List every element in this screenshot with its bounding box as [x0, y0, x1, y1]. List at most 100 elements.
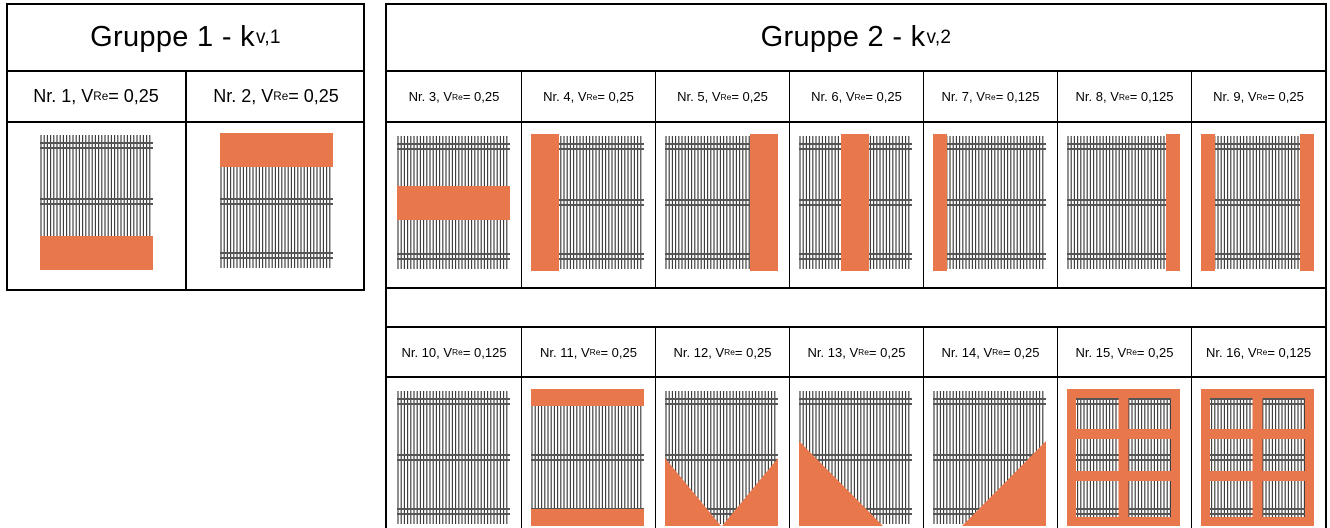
group-2-col-divider-1-row2	[521, 327, 522, 528]
cell-label-nr-12: Nr. 12, V Re = 0,25	[673, 344, 772, 360]
highlight-area	[531, 134, 559, 271]
grating-figure-nr-10	[397, 389, 510, 526]
group-2-row1-label-divider	[385, 121, 1327, 123]
group-2-title: Gruppe 2 - k v,2	[760, 21, 952, 53]
group-2-col-divider-4-row2	[923, 327, 924, 528]
cell-label-nr-14: Nr. 14, V Re = 0,25	[941, 344, 1040, 360]
group-2-title-divider	[385, 70, 1327, 72]
grating-bars	[531, 391, 642, 524]
grating-figure-nr-12	[665, 389, 778, 526]
grating-svg	[1201, 389, 1314, 526]
highlight-area	[1201, 471, 1314, 481]
grating-crossbars	[1067, 143, 1180, 260]
grating-figure-nr-13	[799, 389, 912, 526]
grating-figure-nr-2	[220, 133, 333, 270]
grating-svg	[220, 133, 333, 270]
highlight-area	[962, 441, 1046, 526]
grating-svg	[397, 389, 510, 526]
highlight-area	[1067, 471, 1180, 481]
grating-svg	[665, 389, 778, 526]
group-2-col-divider-5-row2	[1057, 327, 1058, 528]
cell-label-nr-13: Nr. 13, V Re = 0,25	[807, 344, 906, 360]
grating-figure-nr-4	[531, 134, 644, 271]
grating-svg	[933, 134, 1046, 271]
cell-label-nr-6: Nr. 6, V Re = 0,25	[811, 89, 902, 104]
grating-bars	[1201, 136, 1312, 269]
group-2-col-divider-6-row1	[1191, 71, 1192, 288]
cell-label-nr-5: Nr. 5, V Re = 0,25	[677, 89, 768, 104]
grating-svg	[933, 389, 1046, 526]
grating-crossbars	[1201, 143, 1314, 260]
highlight-area	[933, 134, 947, 271]
group-1-column-divider	[185, 71, 187, 291]
grating-figure-nr-11	[531, 389, 644, 526]
highlight-area	[750, 134, 778, 271]
highlight-area	[531, 509, 644, 526]
highlight-area	[1300, 134, 1314, 271]
grating-figure-nr-15	[1067, 389, 1180, 526]
cell-label-nr-2: Nr. 2, V Re = 0,25	[213, 86, 339, 106]
cell-label-nr-16: Nr. 16, V Re = 0,125	[1205, 344, 1312, 360]
grating-figure-nr-8	[1067, 134, 1180, 271]
grating-figure-nr-3	[397, 134, 510, 271]
grating-svg	[1067, 389, 1180, 526]
cell-label-nr-3: Nr. 3, V Re = 0,25	[408, 89, 500, 104]
grating-figure-nr-14	[933, 389, 1046, 526]
grating-svg	[665, 134, 778, 271]
grating-figure-nr-1	[40, 133, 153, 270]
grating-crossbars	[933, 143, 1046, 260]
grating-svg	[1067, 134, 1180, 271]
highlight-area	[40, 236, 153, 270]
group-2-col-divider-3-row2	[789, 327, 790, 528]
highlight-area	[531, 389, 644, 406]
cell-label-nr-11: Nr. 11, V Re = 0,25	[540, 344, 637, 360]
group-2-col-divider-6-row2	[1191, 327, 1192, 528]
group-2-col-divider-4-row1	[923, 71, 924, 288]
group-2-col-divider-3-row1	[789, 71, 790, 288]
grating-svg	[531, 134, 644, 271]
cell-label-nr-8: Nr. 8, V Re = 0,125	[1075, 89, 1174, 104]
grating-bars	[933, 136, 1044, 269]
highlight-area	[1201, 134, 1215, 271]
group-1-title: Gruppe 1 - k v,1	[90, 21, 281, 53]
highlight-area	[665, 458, 721, 526]
grating-figure-nr-6	[799, 134, 912, 271]
highlight-area	[1118, 389, 1129, 526]
highlight-area	[799, 441, 883, 526]
grating-figure-nr-7	[933, 134, 1046, 271]
group-2-row1-bottom-divider	[385, 287, 1327, 289]
highlight-area	[1252, 389, 1263, 526]
grating-svg	[40, 133, 153, 270]
group-2-row2-label-divider	[385, 376, 1327, 378]
grating-figure-nr-9	[1201, 134, 1314, 271]
grating-svg	[799, 134, 912, 271]
grating-svg	[1201, 134, 1314, 271]
group-2-col-divider-2-row1	[655, 71, 656, 288]
cell-label-nr-4: Nr. 4, V Re = 0,25	[543, 89, 634, 104]
group-2-col-divider-2-row2	[655, 327, 656, 528]
highlight-area	[841, 134, 869, 271]
group-2-col-divider-5-row1	[1057, 71, 1058, 288]
highlight-area	[722, 458, 778, 526]
cell-label-nr-9: Nr. 9, V Re = 0,25	[1213, 89, 1304, 104]
grating-svg	[799, 389, 912, 526]
grating-bars	[1067, 391, 1178, 524]
group-2-row2-top-divider	[385, 326, 1327, 328]
grating-figure-nr-16	[1201, 389, 1314, 526]
highlight-area	[220, 133, 333, 167]
highlight-area	[1067, 429, 1180, 439]
group-2-col-divider-1-row1	[521, 71, 522, 288]
grating-svg	[397, 134, 510, 271]
cell-label-nr-10: Nr. 10, V Re = 0,125	[401, 344, 507, 360]
grating-crossbars	[397, 398, 510, 515]
highlight-area	[1166, 134, 1180, 271]
highlight-area	[397, 186, 510, 220]
group-2-table	[385, 3, 1327, 528]
grating-svg	[531, 389, 644, 526]
grating-bars	[397, 391, 508, 524]
cell-label-nr-1: Nr. 1, V Re = 0,25	[33, 86, 159, 106]
cell-label-nr-15: Nr. 15, V Re = 0,25	[1075, 344, 1174, 360]
grating-figure-nr-5	[665, 134, 778, 271]
cell-label-nr-7: Nr. 7, V Re = 0,125	[941, 89, 1040, 104]
highlight-area	[1201, 429, 1314, 439]
